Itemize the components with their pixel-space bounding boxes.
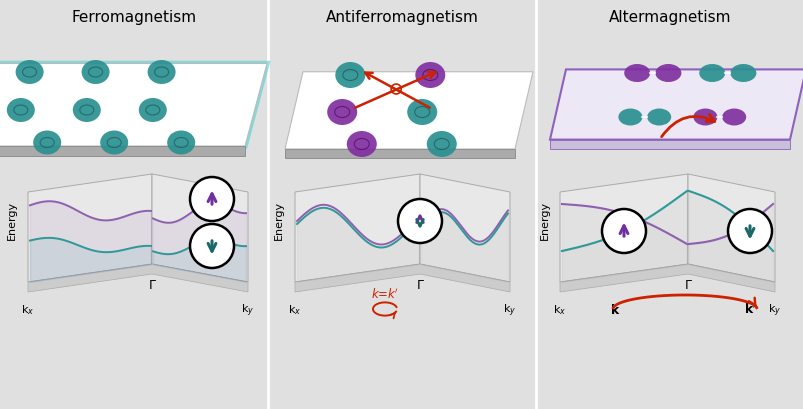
Ellipse shape [406, 100, 437, 126]
Polygon shape [152, 175, 247, 282]
Text: Altermagnetism: Altermagnetism [608, 10, 731, 25]
Ellipse shape [346, 132, 377, 157]
Ellipse shape [623, 65, 650, 83]
Ellipse shape [139, 99, 166, 123]
Text: k$_x$: k$_x$ [552, 302, 566, 316]
Text: $\mathbf{k}$: $\mathbf{k}$ [609, 302, 619, 316]
Polygon shape [295, 175, 419, 282]
Text: k$_y$: k$_y$ [768, 302, 781, 319]
Text: Energy: Energy [7, 200, 17, 239]
Circle shape [190, 225, 234, 268]
Ellipse shape [415, 63, 445, 89]
Ellipse shape [721, 109, 745, 126]
Text: k=k$^{\prime}$: k=k$^{\prime}$ [371, 287, 398, 301]
Ellipse shape [654, 65, 681, 83]
Ellipse shape [335, 63, 365, 89]
Polygon shape [549, 140, 789, 149]
Ellipse shape [426, 132, 456, 157]
Circle shape [727, 209, 771, 254]
Polygon shape [284, 150, 515, 159]
Polygon shape [0, 147, 245, 157]
Ellipse shape [699, 65, 724, 83]
Polygon shape [687, 175, 774, 282]
Ellipse shape [6, 99, 35, 123]
Ellipse shape [100, 131, 128, 155]
Polygon shape [560, 175, 687, 282]
Text: Energy: Energy [540, 200, 549, 239]
Polygon shape [28, 175, 152, 282]
Text: Antiferromagnetism: Antiferromagnetism [325, 10, 478, 25]
Polygon shape [560, 264, 774, 292]
Circle shape [397, 200, 442, 243]
Text: $\Gamma$: $\Gamma$ [683, 278, 691, 291]
Polygon shape [295, 264, 509, 292]
Polygon shape [284, 72, 532, 150]
Polygon shape [419, 175, 509, 282]
Ellipse shape [729, 65, 756, 83]
Text: k$_y$: k$_y$ [241, 302, 255, 319]
Text: k$_y$: k$_y$ [503, 302, 516, 319]
Text: Energy: Energy [274, 200, 283, 239]
Ellipse shape [148, 61, 175, 85]
Text: k$_x$: k$_x$ [288, 302, 301, 316]
Ellipse shape [327, 100, 357, 126]
Text: $\Gamma$: $\Gamma$ [415, 278, 424, 291]
Polygon shape [28, 264, 247, 292]
Ellipse shape [167, 131, 195, 155]
Ellipse shape [692, 109, 716, 126]
Text: $\Gamma$: $\Gamma$ [148, 278, 157, 291]
Circle shape [601, 209, 645, 254]
Ellipse shape [618, 109, 642, 126]
Ellipse shape [81, 61, 109, 85]
Ellipse shape [33, 131, 61, 155]
Polygon shape [0, 64, 267, 147]
Polygon shape [549, 70, 803, 140]
Ellipse shape [15, 61, 43, 85]
Text: k$_x$: k$_x$ [22, 302, 35, 316]
Ellipse shape [73, 99, 100, 123]
Text: Ferromagnetism: Ferromagnetism [71, 10, 196, 25]
Ellipse shape [646, 109, 671, 126]
Circle shape [190, 178, 234, 221]
Text: $\mathbf{k'}$: $\mathbf{k'}$ [743, 302, 756, 317]
